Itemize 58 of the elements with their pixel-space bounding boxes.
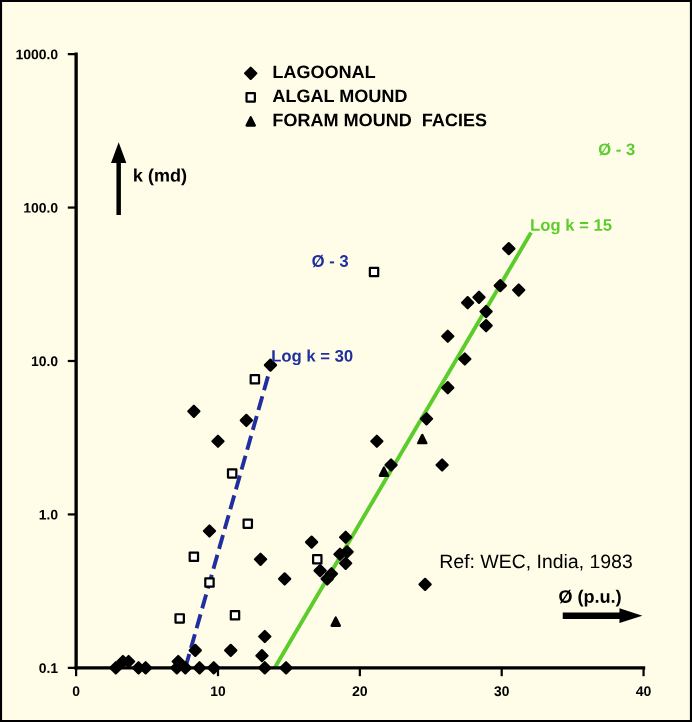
point (338, 556, 353, 570)
point (435, 458, 449, 472)
point (441, 381, 455, 395)
point (479, 304, 493, 319)
point (242, 518, 254, 529)
point (418, 577, 432, 592)
legend-label: ALGAL MOUND (272, 89, 407, 103)
point (239, 413, 254, 428)
point (368, 266, 380, 278)
point (338, 530, 353, 544)
point (378, 466, 390, 477)
annotation: Ø - 3 (312, 254, 349, 268)
point (258, 661, 272, 675)
point (174, 613, 185, 624)
point (460, 296, 475, 310)
point (304, 535, 319, 549)
point (277, 572, 292, 586)
y-axis-title: k (md) (134, 168, 187, 186)
point (493, 278, 507, 293)
point (458, 352, 472, 366)
annotation: Ref: WEC, India, 1983 (440, 553, 632, 571)
point (512, 283, 526, 297)
point (188, 643, 202, 658)
point (188, 551, 200, 562)
x-axis-title: Ø (p.u.) (559, 589, 621, 607)
legend-label: LAGOONAL (273, 65, 376, 79)
point (312, 554, 323, 565)
point (224, 643, 238, 658)
point (258, 629, 272, 644)
point (253, 552, 268, 566)
point (416, 433, 428, 445)
point (109, 661, 123, 675)
point (313, 564, 327, 578)
point (479, 318, 493, 333)
point (340, 545, 354, 559)
legend-label: FORAM MOUND FACIES (273, 113, 487, 127)
point (255, 649, 269, 663)
point (279, 661, 293, 675)
point (441, 329, 455, 343)
point (202, 524, 217, 538)
point (370, 434, 384, 448)
annotation: Ø - 3 (598, 143, 635, 156)
point (192, 661, 207, 675)
point (249, 374, 261, 385)
point (187, 404, 201, 418)
point (502, 241, 516, 256)
point (204, 577, 215, 588)
point (419, 412, 434, 426)
annotation: Log k = 15 (531, 218, 612, 235)
point (330, 616, 341, 627)
point (320, 572, 334, 586)
point (229, 610, 241, 621)
point (211, 434, 225, 448)
point (207, 661, 221, 675)
point (226, 468, 238, 479)
point (472, 290, 486, 304)
point (384, 458, 398, 472)
annotation: Log k = 30 (272, 349, 353, 366)
